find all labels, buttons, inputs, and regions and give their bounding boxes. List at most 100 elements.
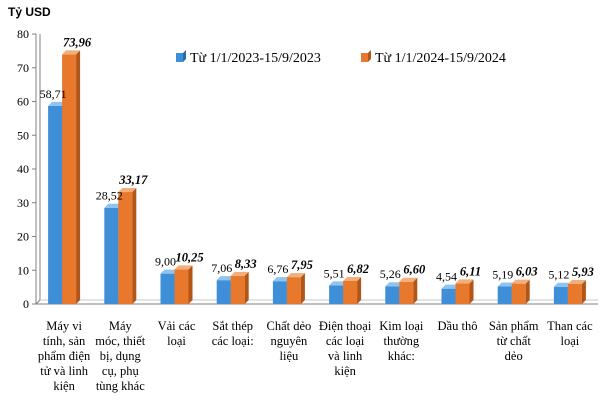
y-tick-label: 20 — [17, 230, 29, 244]
category-label: tính, sản — [43, 334, 86, 348]
bar-2024-front — [567, 283, 582, 304]
data-label-2023: 5,51 — [324, 266, 345, 280]
category-label: Sản phẩm — [489, 319, 539, 333]
category-label: móc, thiết — [95, 334, 146, 348]
data-label-2024: 7,95 — [291, 258, 313, 272]
bar-2023-top — [497, 282, 516, 287]
category-label: nguyên — [270, 334, 308, 348]
category-label: Than các — [547, 319, 593, 333]
y-tick-label: 10 — [17, 263, 29, 277]
bar-2024-top — [567, 279, 586, 284]
y-tick-label: 70 — [17, 61, 29, 75]
y-tick-label: 0 — [23, 297, 29, 311]
data-label-2023: 28,52 — [96, 189, 123, 203]
legend-label: Từ 1/1/2023-15/9/2023 — [190, 51, 321, 66]
bar-2024-top — [286, 273, 305, 278]
category-label: loại — [167, 334, 186, 348]
category-label: tùng khác — [96, 379, 145, 393]
bar-2024-side — [188, 265, 193, 304]
data-label-2024: 8,33 — [235, 257, 257, 271]
y-tick-label: 80 — [17, 27, 29, 41]
bar-2023-front — [497, 286, 512, 304]
bar-2024-side — [300, 273, 305, 304]
category-label: Kim loại — [379, 319, 424, 333]
bar-2024-front — [343, 280, 358, 304]
bar-2024 — [567, 279, 586, 304]
category-label: và linh — [328, 349, 363, 363]
bar-2024-top — [343, 276, 362, 281]
bar-2023-front — [160, 273, 175, 304]
category-label: bị, dụng — [100, 349, 142, 363]
bar-2023-front — [216, 280, 231, 304]
data-label-2023: 5,26 — [380, 267, 401, 281]
bar-2024-front — [174, 269, 189, 304]
bar-2024-side — [469, 279, 474, 304]
data-label-2024: 33,17 — [118, 173, 148, 187]
category-label: phẩm điện — [38, 349, 91, 363]
bar-2024-side — [525, 279, 530, 304]
bar-2024-front — [286, 277, 301, 304]
bar-2024 — [343, 276, 362, 304]
data-label-2024: 10,25 — [175, 250, 203, 264]
bar-2023-top — [160, 269, 179, 274]
data-label-2024: 5,93 — [572, 265, 594, 279]
bar-2024-side — [357, 276, 362, 304]
category-label: Dầu thô — [438, 319, 478, 333]
bar-2023-front — [553, 286, 568, 304]
bar-2023-front — [48, 105, 63, 304]
data-label-2023: 4,54 — [436, 270, 457, 284]
bar-2023-front — [329, 285, 344, 304]
data-label-2023: 58,71 — [40, 87, 67, 101]
bar-2023-top — [553, 282, 572, 287]
bar-2024 — [399, 277, 418, 304]
category-label: cụ, phụ — [102, 364, 140, 378]
category-label: tử và linh — [40, 364, 88, 378]
bar-2023-top — [329, 281, 348, 286]
bar-2024-front — [230, 275, 245, 304]
bar-2023-front — [104, 207, 119, 304]
data-label-2023: 5,19 — [492, 267, 513, 281]
bar-2024-front — [511, 283, 526, 304]
category-label: Sắt thép — [212, 319, 253, 333]
y-tick-label: 60 — [17, 95, 29, 109]
bar-2024-side — [76, 50, 81, 305]
legend-swatch — [176, 53, 183, 62]
bar-2024-top — [118, 188, 137, 193]
category-label: kiện — [334, 364, 356, 378]
category-label: Chất dẻo — [267, 319, 312, 333]
category-label: khác: — [388, 349, 415, 363]
legend-item-2024: Từ 1/1/2024-15/9/2024 — [361, 50, 506, 66]
data-label-2024: 6,82 — [347, 262, 369, 276]
legend-swatch-side — [183, 50, 186, 62]
bar-2024 — [455, 279, 474, 304]
bar-2024-top — [455, 279, 474, 284]
legend-label: Từ 1/1/2024-15/9/2024 — [375, 51, 506, 66]
category-label: Vải các — [158, 319, 196, 333]
bar-2023-front — [272, 281, 287, 304]
bar-2023-top — [216, 276, 235, 281]
bar-2023-top — [104, 203, 123, 208]
bar-2023-front — [385, 286, 400, 304]
data-label-2024: 6,03 — [516, 265, 538, 279]
bar-2024-front — [118, 192, 133, 304]
category-label: Máy — [109, 319, 133, 333]
bar-2024-top — [399, 277, 418, 282]
bar-2024 — [511, 279, 530, 304]
category-label: liệu — [280, 349, 299, 363]
back-wall-edge — [35, 34, 41, 305]
bar-2024 — [286, 273, 305, 304]
bar-2024-top — [174, 265, 193, 270]
data-label-2023: 5,12 — [548, 268, 569, 282]
y-axis-unit-label: Tỷ USD — [8, 5, 51, 19]
bar-2023-top — [441, 284, 460, 289]
category-label: từ chất — [497, 334, 532, 348]
bar-2023-top — [385, 282, 404, 287]
legend-swatch — [361, 53, 368, 62]
category-label: Điện thoại — [319, 319, 372, 333]
category-label: các loại — [326, 334, 365, 348]
bar-2024-side — [132, 188, 137, 304]
data-label-2024: 6,60 — [403, 263, 426, 277]
bar-2024-top — [230, 271, 249, 276]
